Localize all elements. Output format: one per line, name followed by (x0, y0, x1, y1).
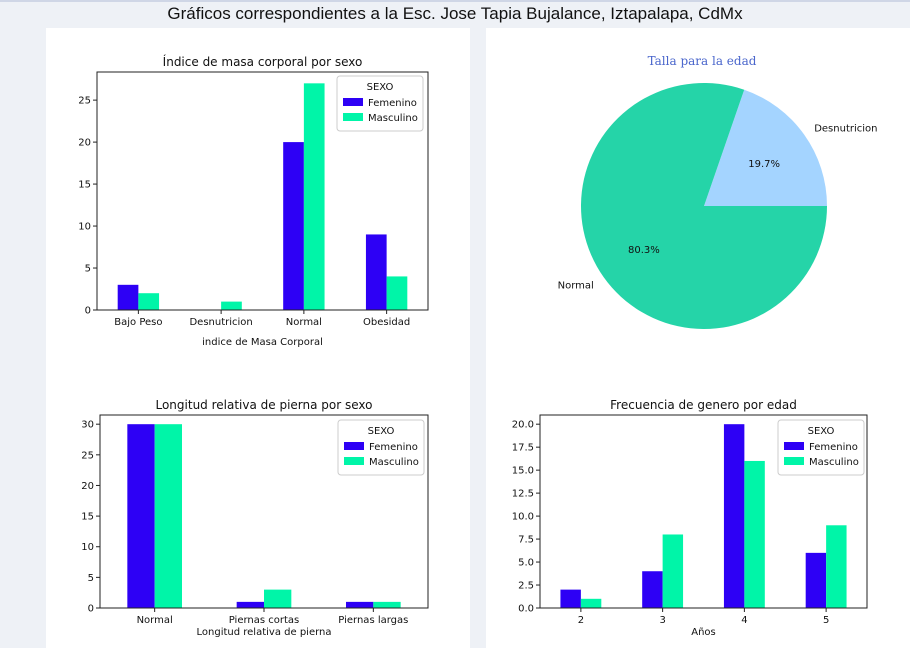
bar-masculino-2 (744, 460, 765, 608)
bar-femenino-2 (283, 142, 304, 310)
bar-masculino-2 (303, 83, 325, 310)
legend-label-femenino: Femenino (368, 98, 417, 109)
bar-masculino-0 (580, 598, 602, 608)
y-tick-label: 20.0 (512, 420, 534, 431)
pie-slice-label: Desnutricion (814, 124, 877, 135)
x-tick-label: 3 (659, 615, 665, 626)
pierna-bar-chart: Longitud relativa de pierna por sexo 0 5 10… (81, 398, 429, 638)
x-tick-label: 2 (578, 615, 584, 626)
bar-femenino-3 (365, 234, 387, 310)
chart-title: Longitud relativa de pierna por sexo (155, 398, 372, 412)
y-tick-label: 10.0 (512, 512, 534, 523)
top-border (0, 0, 910, 2)
y-tick-label: 17.5 (512, 443, 534, 454)
y-tick-label: 12.5 (512, 489, 534, 500)
bar-femenino-2 (723, 424, 745, 608)
legend-label-masculino: Masculino (368, 113, 418, 124)
legend-label-masculino: Masculino (369, 457, 419, 468)
x-tick-label: Piernas cortas (229, 615, 300, 626)
bar-masculino-0 (138, 293, 160, 310)
legend-title: SEXO (808, 426, 835, 437)
pie-title: Talla para la edad (648, 54, 757, 68)
x-tick-label: Normal (137, 615, 173, 626)
legend-title: SEXO (367, 82, 394, 93)
x-tick-label: Bajo Peso (114, 317, 162, 328)
bar-masculino-3 (386, 276, 408, 310)
legend-swatch-masculino (344, 457, 364, 465)
edad-bar-chart: Frecuencia de genero por edad 0.0 2.5 5.0 7.… (512, 398, 868, 638)
x-tick-label: Obesidad (363, 317, 410, 328)
legend-swatch-masculino (784, 457, 804, 465)
legend-title: SEXO (368, 426, 395, 437)
pie-slice-desnutricion (704, 89, 827, 206)
y-tick-label: 30 (81, 420, 94, 431)
legend-swatch-femenino (784, 442, 804, 450)
x-tick-label: Desnutricion (189, 317, 252, 328)
y-tick-label: 15 (81, 512, 94, 523)
y-tick-label: 0 (88, 604, 94, 615)
y-tick-label: 10 (81, 542, 94, 553)
pie-pct-label: 19.7% (748, 159, 780, 170)
bar-femenino-1 (642, 571, 663, 608)
legend-label-masculino: Masculino (809, 457, 859, 468)
legend-swatch-femenino (344, 442, 364, 450)
y-tick-label: 5.0 (518, 558, 534, 569)
bar-masculino-0 (154, 424, 182, 608)
x-axis-label: Longitud relativa de pierna (197, 627, 332, 638)
y-tick-label: 5 (85, 264, 91, 275)
x-axis-label: indice de Masa Corporal (202, 337, 323, 348)
imc-bar-chart: Índice de masa corporal por sexo 0 5 10 15 20… (78, 54, 429, 348)
x-tick-label: 5 (823, 615, 829, 626)
bar-femenino-0 (117, 284, 139, 310)
y-tick-label: 7.5 (518, 535, 534, 546)
bar-femenino-1 (236, 601, 264, 608)
y-tick-label: 15.0 (512, 466, 534, 477)
pie-slice-normal (581, 83, 827, 329)
legend-swatch-femenino (343, 98, 363, 106)
bar-masculino-3 (826, 525, 847, 608)
y-tick-label: 25 (78, 96, 91, 107)
x-axis-label: Años (691, 627, 716, 638)
bar-masculino-1 (221, 301, 242, 310)
bar-femenino-3 (805, 552, 827, 608)
y-tick-label: 2.5 (518, 581, 534, 592)
y-tick-label: 0 (85, 306, 91, 317)
x-tick-label: 4 (741, 615, 747, 626)
y-tick-label: 10 (78, 222, 91, 233)
page-title: Gráficos correspondientes a la Esc. Jose… (167, 4, 743, 23)
x-tick-label: Piernas largas (338, 615, 408, 626)
y-tick-label: 25 (81, 450, 94, 461)
y-tick-label: 15 (78, 180, 91, 191)
chart-title: Frecuencia de genero por edad (610, 398, 797, 412)
y-tick-label: 20 (78, 138, 91, 149)
legend-label-femenino: Femenino (369, 442, 418, 453)
y-tick-label: 0.0 (518, 604, 534, 615)
axes-frame (96, 71, 429, 311)
axes-frame (539, 414, 868, 609)
x-tick-label: Normal (286, 317, 322, 328)
pie-pct-label: 80.3% (628, 245, 660, 256)
y-tick-label: 20 (81, 481, 94, 492)
bar-femenino-2 (346, 601, 374, 608)
bar-masculino-1 (264, 589, 292, 608)
bar-masculino-1 (662, 534, 684, 608)
bar-femenino-0 (127, 424, 155, 608)
bar-femenino-0 (560, 589, 581, 608)
legend-swatch-masculino (343, 113, 363, 121)
pie-slice-label: Normal (558, 280, 594, 291)
chart-title: Índice de masa corporal por sexo (163, 54, 363, 69)
legend-label-femenino: Femenino (809, 442, 858, 453)
talla-pie-chart: Talla para la edad 19.7% Desnutricion 80.3%… (558, 54, 877, 329)
bar-masculino-2 (373, 601, 401, 608)
y-tick-label: 5 (88, 573, 94, 584)
